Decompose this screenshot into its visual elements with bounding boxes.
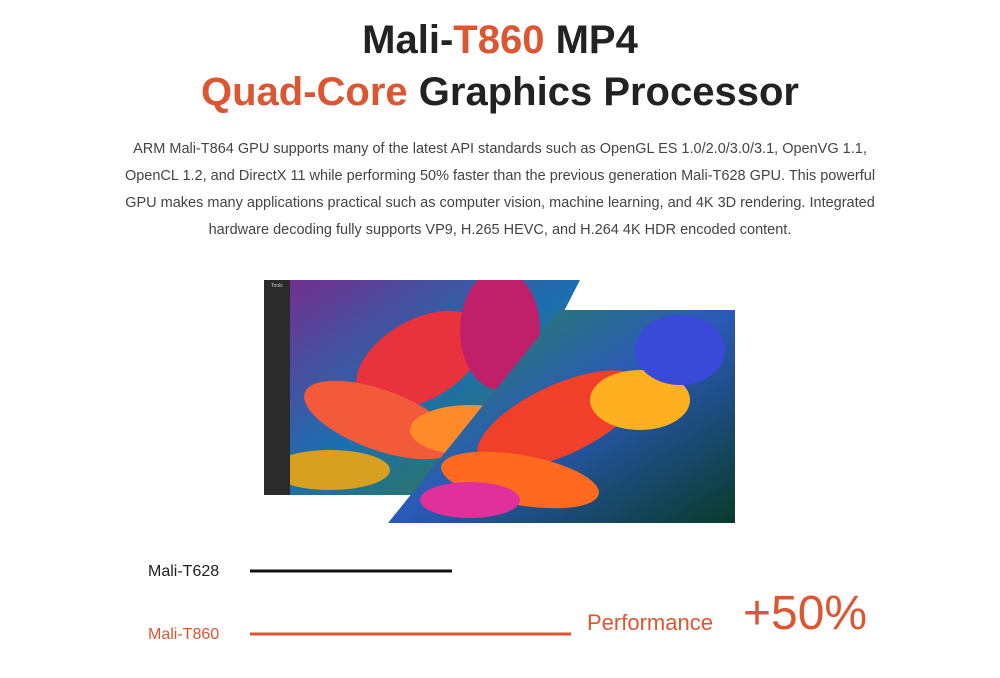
description-line: GPU makes many applications practical su… bbox=[125, 195, 875, 211]
panel-title: Tools bbox=[271, 283, 283, 289]
new-label: Mali-T860 bbox=[148, 626, 220, 643]
title-part: T860 bbox=[453, 18, 545, 62]
title-line-2: Quad-Core Graphics Processor bbox=[0, 70, 1000, 115]
description-line: ARM Mali-T864 GPU supports many of the l… bbox=[133, 141, 867, 157]
old-label: Mali-T628 bbox=[148, 563, 220, 580]
title-part: Graphics Processor bbox=[407, 70, 799, 114]
performance-label: Performance bbox=[587, 610, 713, 635]
title-line-1: Mali-T860 MP4 bbox=[0, 18, 1000, 63]
description-line: hardware decoding fully supports VP9, H.… bbox=[208, 222, 792, 238]
title-part: MP4 bbox=[544, 18, 638, 62]
performance-value: +50% bbox=[743, 587, 868, 640]
title-part: Mali- bbox=[362, 18, 454, 62]
title-part: Quad-Core bbox=[201, 70, 408, 114]
description-line: OpenCL 1.2, and DirectX 11 while perform… bbox=[124, 168, 876, 184]
